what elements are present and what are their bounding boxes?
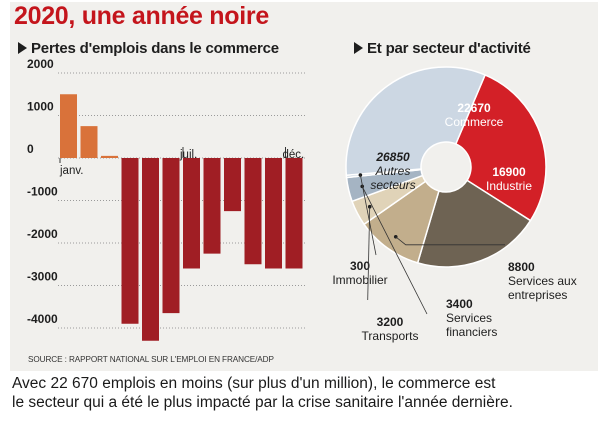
y-tick-label: -1000 [27,185,58,199]
bar [162,158,180,314]
pie-label-line: 8800 [508,260,535,274]
leader-line [359,174,377,256]
pie-label: 26850 Autres secteurs [370,150,415,192]
bar [80,126,98,158]
bar-chart-title: Pertes d'emplois dans le commerce [31,40,279,57]
y-tick-label: -3000 [27,270,58,284]
bar [121,158,139,324]
y-tick-label: 0 [27,142,34,156]
pie-chart-subtitle: Et par secteur d'activité [354,40,531,57]
pie-label: 300 Immobilier [332,259,387,287]
triangle-bullet-icon [18,42,27,54]
pie-label-line: Immobilier [332,273,387,287]
caption-line-1: Avec 22 670 emplois en moins (sur plus d… [12,375,496,392]
pie-slice [416,179,532,268]
pie-label-line: 3200 [377,315,404,329]
leader-line [361,186,428,315]
y-tick-label: -2000 [27,227,58,241]
pie-slice [454,73,547,222]
pie-label-line: 16900 [492,165,526,179]
caption: Avec 22 670 emplois en moins (sur plus d… [12,374,513,412]
pie-label-line: 22670 [457,101,491,115]
pie-label-line: Services [446,311,492,325]
pie-label-line: 26850 [375,150,410,164]
pie-label: 22670 Commerce [445,101,504,129]
bar [244,158,262,265]
bar [60,94,77,158]
y-tick-label: -4000 [27,312,58,326]
leader-line [395,236,505,246]
bar [224,158,241,212]
pie-label-line: financiers [446,325,497,339]
triangle-bullet-icon [354,42,363,54]
pie-label-line: 3400 [446,297,473,311]
x-tick-label: déc. [283,149,305,161]
pie-label-line: Commerce [445,115,504,129]
caption-line-2: le secteur qui a été le plus impacté par… [12,394,513,411]
bar [101,155,118,158]
pie-label: 3200 Transports [362,315,419,343]
pie-label-line: Industrie [486,179,532,193]
pie-label-line: entreprises [508,288,567,302]
pie-label-line: Autres [375,164,411,178]
pie-label-line: 300 [350,259,370,273]
source-note: SOURCE : RAPPORT NATIONAL SUR L'EMPLOI E… [28,355,274,364]
pie-chart-title: Et par secteur d'activité [367,40,531,57]
pie-label-line: Services aux [508,274,577,288]
y-tick-label: 2000 [27,57,54,71]
bar [265,158,282,269]
bar-chart-subtitle: Pertes d'emplois dans le commerce [18,40,279,57]
y-tick-label: 1000 [27,100,54,114]
pie-label-line: secteurs [370,178,415,192]
bar [183,158,200,269]
x-tick-label: juil. [179,149,197,161]
bar [142,158,159,341]
pie-label: 8800 Services aux entreprises [508,260,577,302]
pie-label-line: Transports [362,329,419,343]
pie-label: 16900 Industrie [486,165,532,193]
pie-slice [345,66,487,177]
x-tick-label: janv. [59,165,83,177]
main-title: 2020, une année noire [14,2,269,30]
pie-label: 3400 Services financiers [446,297,497,339]
bar [285,158,303,269]
bar [203,158,221,254]
